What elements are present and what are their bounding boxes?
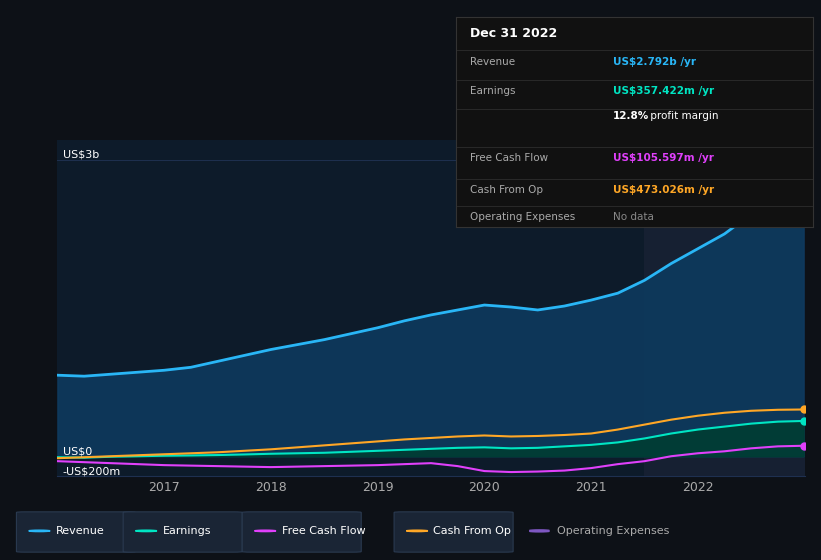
Text: US$357.422m /yr: US$357.422m /yr xyxy=(612,86,714,96)
Text: US$3b: US$3b xyxy=(62,150,99,160)
Bar xyxy=(644,140,805,476)
Text: 12.8%: 12.8% xyxy=(612,111,649,122)
Text: US$105.597m /yr: US$105.597m /yr xyxy=(612,153,713,164)
Text: Free Cash Flow: Free Cash Flow xyxy=(470,153,548,164)
Text: Revenue: Revenue xyxy=(470,57,515,67)
Text: US$2.792b /yr: US$2.792b /yr xyxy=(612,57,695,67)
Text: Revenue: Revenue xyxy=(56,526,104,536)
Text: -US$200m: -US$200m xyxy=(62,466,121,476)
Point xyxy=(797,417,810,426)
Circle shape xyxy=(135,530,157,531)
Text: US$0: US$0 xyxy=(62,446,92,456)
Circle shape xyxy=(29,530,50,531)
Text: Earnings: Earnings xyxy=(470,86,516,96)
Text: No data: No data xyxy=(612,212,654,222)
Circle shape xyxy=(255,530,276,531)
Point xyxy=(797,176,810,185)
Text: Cash From Op: Cash From Op xyxy=(433,526,511,536)
FancyBboxPatch shape xyxy=(242,512,361,552)
Text: Operating Expenses: Operating Expenses xyxy=(470,212,576,222)
Text: Free Cash Flow: Free Cash Flow xyxy=(282,526,365,536)
Text: Operating Expenses: Operating Expenses xyxy=(557,526,669,536)
FancyBboxPatch shape xyxy=(16,512,135,552)
Text: Dec 31 2022: Dec 31 2022 xyxy=(470,27,557,40)
FancyBboxPatch shape xyxy=(123,512,242,552)
Text: Cash From Op: Cash From Op xyxy=(470,185,543,195)
Text: US$473.026m /yr: US$473.026m /yr xyxy=(612,185,714,195)
Point xyxy=(797,405,810,414)
Text: profit margin: profit margin xyxy=(647,111,718,122)
Text: Earnings: Earnings xyxy=(163,526,211,536)
FancyBboxPatch shape xyxy=(394,512,513,552)
Circle shape xyxy=(406,530,428,531)
Point xyxy=(797,441,810,450)
